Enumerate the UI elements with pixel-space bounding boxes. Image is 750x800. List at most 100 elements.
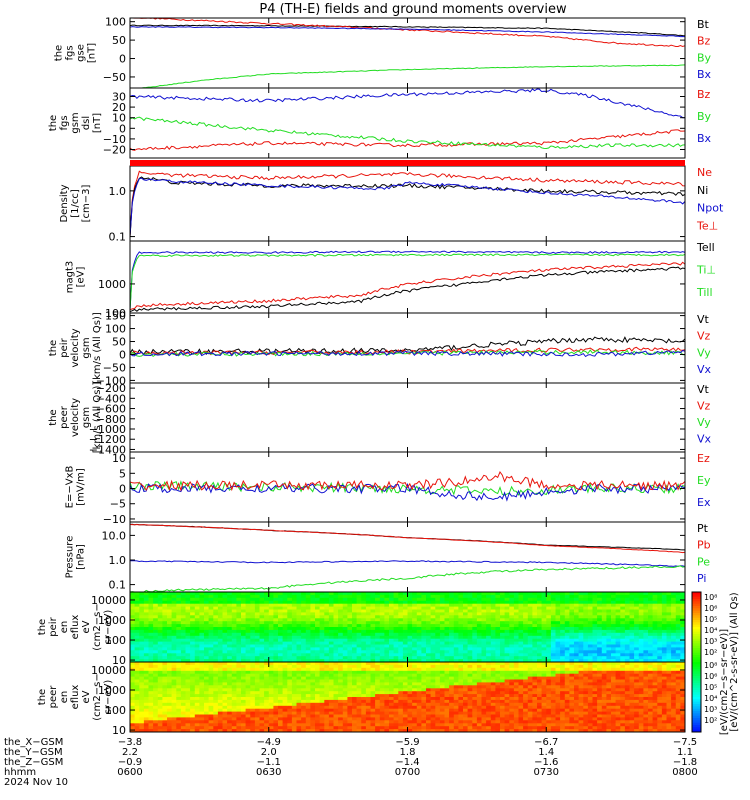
- series-p1-Bt: [129, 24, 686, 37]
- status-bar: [130, 160, 685, 166]
- series-p4-Te⊥: [129, 250, 686, 311]
- ytick-label: 10: [112, 724, 126, 737]
- ytick-label: 1.0: [109, 554, 127, 567]
- ytick-label: −20: [103, 144, 126, 157]
- frame-p1: [129, 17, 686, 89]
- ylabel-p1: thefgsgse[nT]: [54, 43, 98, 63]
- spectrogram-p10: [130, 662, 685, 732]
- spectrogram-p9: [130, 592, 685, 662]
- panel-p9: 10000 1000 100 10 thepeirenefluxeV(cm2−s−sr−…: [37, 591, 686, 667]
- panel-p8: 10.0 1.0 0.1 Pressure[nPa] Pt Pb Pe Pi: [65, 521, 711, 593]
- legend-p6-1: Vz: [697, 399, 711, 412]
- ytick-label: 100: [105, 16, 126, 29]
- ytick-label: 1000: [98, 684, 126, 697]
- legend-p1-1: Bz: [697, 35, 711, 48]
- ytick-label: 100: [105, 323, 126, 336]
- ytick-label: −10: [103, 513, 126, 526]
- legend-p3-3: Te⊥: [696, 220, 718, 233]
- panels: 100500−50thefgsgse[nT]BtBzByBx3020100−10…: [37, 16, 724, 737]
- xaxis-value: −1.1: [257, 757, 281, 768]
- xaxis-value: −1.8: [673, 757, 697, 768]
- series-p4-Ti⊥: [129, 253, 686, 311]
- series-p5-Vt: [129, 336, 686, 356]
- xaxis-value: 0630: [256, 767, 281, 778]
- series-p1-Bz: [130, 17, 686, 48]
- series-p2-Bz: [129, 129, 686, 151]
- ytick-label: −800: [96, 413, 126, 426]
- ytick-label: 0.1: [109, 231, 127, 244]
- series-p7-Ex: [129, 482, 686, 502]
- legend-p2-1: By: [697, 110, 712, 123]
- legend-p5-2: Vy: [697, 346, 711, 359]
- legend-p7-1: Ey: [697, 474, 711, 487]
- ylabel-p8: Pressure[nPa]: [65, 536, 87, 579]
- panel-p3: 1.0 0.1 Density[1/cc][cm−3] Ne Ni Npot Te⊥: [59, 165, 724, 244]
- panel-p1: 100 50 0 −50 thefgsgse[nT] Bt Bz By Bx: [54, 16, 712, 89]
- xaxis-value: −1.4: [395, 757, 419, 768]
- legend-p7-0: Ez: [697, 452, 710, 465]
- legend-p6-0: Vt: [697, 383, 710, 396]
- ytick-label: −1200: [89, 433, 126, 446]
- ytick-label: −1000: [89, 423, 126, 436]
- ytick-label: 1000: [98, 278, 126, 291]
- frame-p3: [129, 165, 686, 242]
- ytick-label: −200: [96, 382, 126, 395]
- ytick-label: 0: [119, 483, 126, 496]
- ytick-label: −50: [103, 361, 126, 374]
- legend-p6-3: Vx: [697, 432, 712, 445]
- legend-p5-0: Vt: [697, 313, 710, 326]
- legend-p8-1: Pb: [697, 539, 711, 552]
- xaxis-value: −1.6: [534, 757, 558, 768]
- ylabel-p3: Density[1/cc][cm−3]: [59, 184, 92, 222]
- ytick-label: 0.1: [109, 579, 127, 592]
- colorbar-label-overlap: [eV/(cm2−s−sr−eV)]: [719, 629, 730, 735]
- panel-p10: 10000 1000 100 10 thepeerenefluxeV(cm2−s−sr−…: [37, 661, 686, 737]
- ytick-label: 30: [112, 90, 126, 103]
- legend-p5-1: Vz: [697, 330, 711, 343]
- series-p3-Ni: [129, 176, 686, 238]
- ytick-label: 50: [112, 336, 126, 349]
- xaxis-value: 0600: [117, 767, 142, 778]
- xaxis-value: 0700: [395, 767, 420, 778]
- xaxis-value: −3.8: [118, 737, 142, 748]
- xaxis-value: 0800: [672, 767, 697, 778]
- xaxis-row-label: the_Y−GSM: [4, 747, 63, 758]
- xaxis-value: −7.5: [673, 737, 697, 748]
- legend-p8-3: Pi: [697, 572, 706, 585]
- colorbar-tick: 10⁴: [704, 626, 717, 635]
- series-p3-Npot: [129, 177, 686, 236]
- xaxis-value: −6.7: [534, 737, 558, 748]
- series-p1-Bx: [129, 26, 686, 38]
- series-p8-Pe: [129, 565, 686, 593]
- ytick-label: 100: [105, 634, 126, 647]
- frame-p6: [129, 382, 686, 453]
- ytick-label: 100: [105, 704, 126, 717]
- legend-p6-2: Vy: [697, 416, 711, 429]
- ytick-label: 1000: [98, 614, 126, 627]
- series-p3-Ne: [129, 170, 686, 237]
- ylabel-p7: E=−VxB[mV/m]: [65, 466, 87, 509]
- colorbar-tick: 10⁶: [704, 604, 717, 613]
- colorbar-tick: 10⁵: [704, 615, 717, 624]
- series-p5-Vx: [129, 349, 686, 358]
- series-p4-Tell: [129, 266, 686, 313]
- colorbar-tick: 10⁶: [704, 672, 717, 681]
- frame-p8: [129, 521, 686, 593]
- legend-p4-1: Ti⊥: [696, 264, 716, 277]
- series-p2-Bx: [129, 88, 686, 119]
- ytick-label: −400: [96, 392, 126, 405]
- ytick-label: 20: [112, 101, 126, 114]
- legend-p8-2: Pe: [697, 555, 710, 568]
- ytick-label: −10: [103, 133, 126, 146]
- colorbar-tick: 10⁵: [704, 683, 717, 692]
- ytick-label: −100: [96, 374, 126, 387]
- ytick-label: 0: [119, 348, 126, 361]
- ytick-label: 10: [112, 452, 126, 465]
- xaxis-value: 1.4: [538, 747, 554, 758]
- xaxis-value: 1.1: [677, 747, 693, 758]
- ytick-label: −50: [103, 71, 126, 84]
- xaxis-value: 2.2: [122, 747, 138, 758]
